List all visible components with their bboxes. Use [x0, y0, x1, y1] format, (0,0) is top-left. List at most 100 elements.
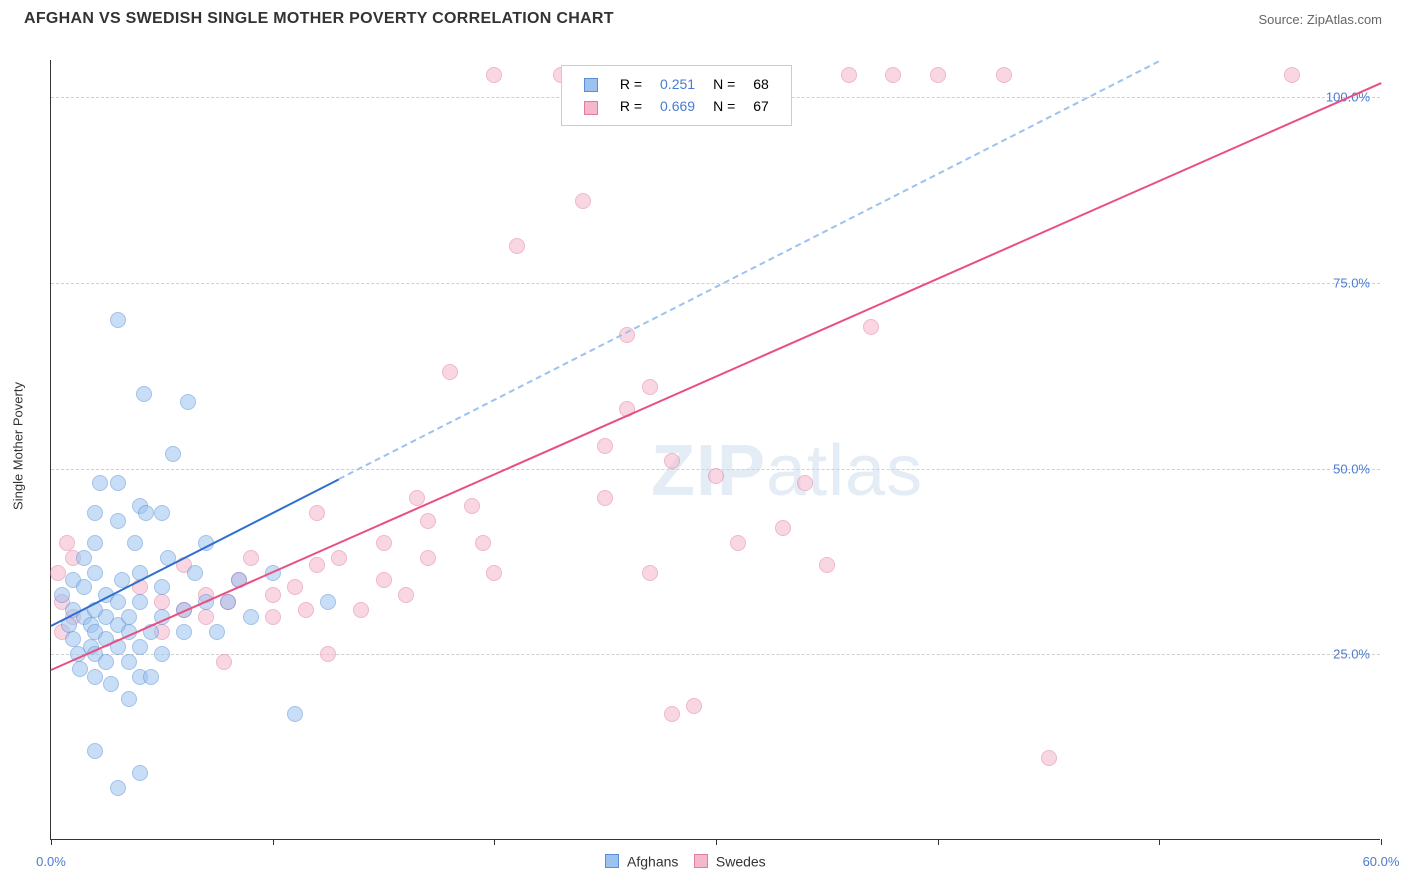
point-swede [320, 646, 336, 662]
point-swede [996, 67, 1012, 83]
source-label: Source: ZipAtlas.com [1258, 12, 1382, 27]
point-afghan [165, 446, 181, 462]
point-swede [50, 565, 66, 581]
point-swede [642, 379, 658, 395]
x-tick-label: 0.0% [36, 854, 66, 869]
point-afghan [220, 594, 236, 610]
y-tick-label: 25.0% [1333, 647, 1370, 662]
point-swede [376, 535, 392, 551]
regression-line [51, 82, 1382, 671]
point-afghan [87, 505, 103, 521]
point-swede [930, 67, 946, 83]
point-swede [1041, 750, 1057, 766]
y-axis-label: Single Mother Poverty [11, 382, 26, 510]
point-afghan [87, 743, 103, 759]
legend-swede-label: Swedes [716, 853, 766, 869]
point-afghan [110, 594, 126, 610]
point-swede [475, 535, 491, 551]
point-afghan [54, 587, 70, 603]
point-swede [664, 453, 680, 469]
stat-label: R = [612, 96, 650, 116]
point-afghan [76, 550, 92, 566]
point-afghan [127, 535, 143, 551]
point-afghan [110, 475, 126, 491]
point-swede [442, 364, 458, 380]
point-afghan [132, 594, 148, 610]
point-swede [353, 602, 369, 618]
point-swede [642, 565, 658, 581]
stat-label: N = [705, 96, 743, 116]
point-swede [265, 609, 281, 625]
afghan-n: 68 [745, 74, 777, 94]
point-afghan [154, 579, 170, 595]
point-afghan [121, 609, 137, 625]
point-afghan [121, 691, 137, 707]
x-tick [716, 839, 717, 845]
point-afghan [110, 780, 126, 796]
point-afghan [87, 565, 103, 581]
point-swede [664, 706, 680, 722]
point-swede [464, 498, 480, 514]
point-swede [819, 557, 835, 573]
point-swede [243, 550, 259, 566]
point-swede [309, 505, 325, 521]
gridline-h [51, 283, 1380, 284]
point-swede [1284, 67, 1300, 83]
point-afghan [98, 654, 114, 670]
point-afghan [110, 312, 126, 328]
point-afghan [209, 624, 225, 640]
point-swede [686, 698, 702, 714]
point-afghan [287, 706, 303, 722]
y-tick-label: 50.0% [1333, 461, 1370, 476]
point-afghan [187, 565, 203, 581]
point-swede [420, 550, 436, 566]
point-swede [509, 238, 525, 254]
point-afghan [72, 661, 88, 677]
point-swede [730, 535, 746, 551]
x-tick-label: 60.0% [1363, 854, 1400, 869]
point-afghan [154, 646, 170, 662]
legend-afghan-label: Afghans [627, 853, 678, 869]
chart-title: AFGHAN VS SWEDISH SINGLE MOTHER POVERTY … [24, 10, 614, 28]
point-swede [597, 490, 613, 506]
point-swede [575, 193, 591, 209]
point-afghan [110, 513, 126, 529]
point-swede [841, 67, 857, 83]
point-afghan [132, 639, 148, 655]
point-swede [797, 475, 813, 491]
point-afghan [132, 765, 148, 781]
x-tick [494, 839, 495, 845]
stat-label: N = [705, 74, 743, 94]
point-swede [486, 565, 502, 581]
series-legend: Afghans Swedes [605, 852, 766, 869]
point-swede [198, 609, 214, 625]
point-afghan [136, 386, 152, 402]
chart-plot-area: ZIPatlas 25.0%50.0%75.0%100.0%0.0%60.0%R… [50, 60, 1380, 840]
x-tick [273, 839, 274, 845]
afghan-r: 0.251 [652, 74, 703, 94]
point-afghan [65, 631, 81, 647]
point-swede [708, 468, 724, 484]
point-swede [59, 535, 75, 551]
point-afghan [243, 609, 259, 625]
point-afghan [87, 669, 103, 685]
swede-n: 67 [745, 96, 777, 116]
point-swede [420, 513, 436, 529]
point-swede [398, 587, 414, 603]
point-afghan [320, 594, 336, 610]
swede-swatch [584, 101, 598, 115]
point-swede [885, 67, 901, 83]
afghan-swatch [584, 78, 598, 92]
x-tick [51, 839, 52, 845]
point-swede [331, 550, 347, 566]
point-afghan [176, 624, 192, 640]
point-swede [154, 594, 170, 610]
stat-label: R = [612, 74, 650, 94]
point-afghan [92, 475, 108, 491]
swede-r: 0.669 [652, 96, 703, 116]
point-swede [216, 654, 232, 670]
x-tick [1159, 839, 1160, 845]
point-afghan [138, 505, 154, 521]
y-tick-label: 75.0% [1333, 275, 1370, 290]
watermark: ZIPatlas [651, 430, 923, 512]
